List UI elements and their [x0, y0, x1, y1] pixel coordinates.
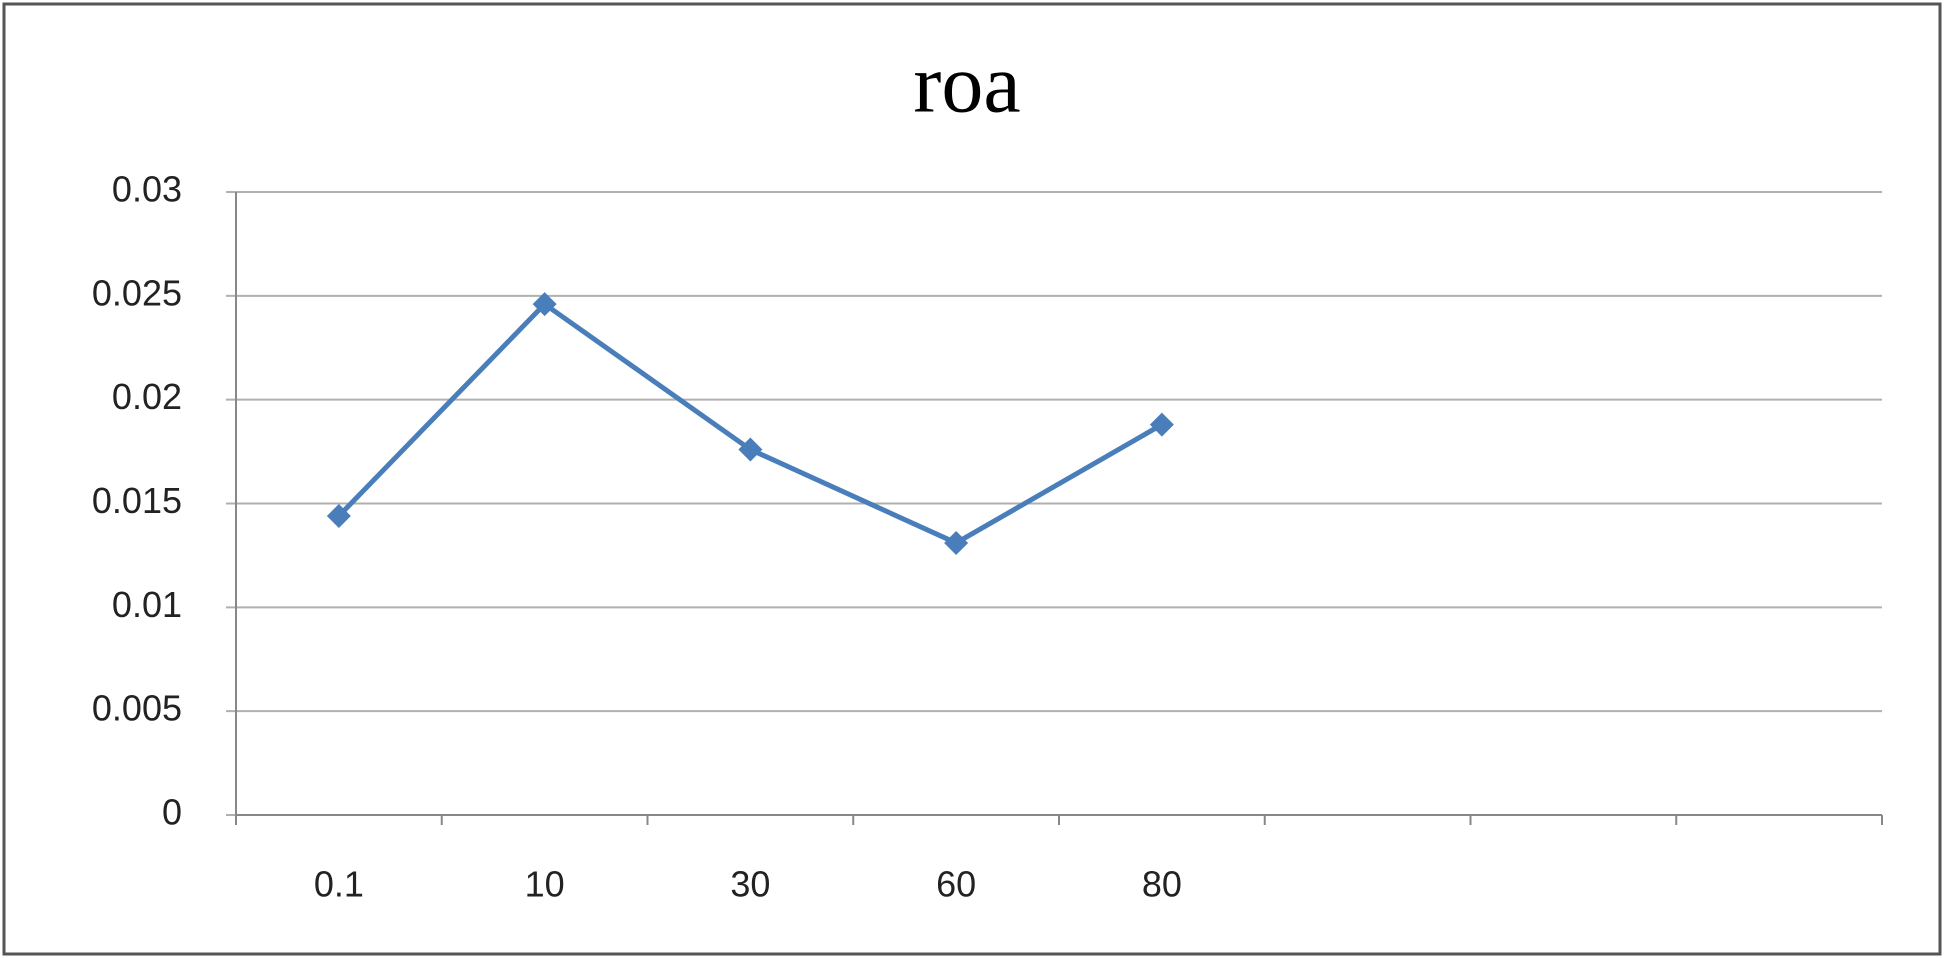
x-tick-label: 10 — [525, 864, 565, 905]
y-tick-label: 0.03 — [112, 169, 182, 210]
data-point — [532, 292, 557, 317]
x-tick-label: 0.1 — [314, 864, 364, 905]
y-tick-label: 0 — [162, 792, 182, 833]
data-point — [738, 437, 763, 462]
data-point — [1149, 412, 1174, 437]
x-tick-label: 30 — [730, 864, 770, 905]
y-tick-label: 0.01 — [112, 584, 182, 625]
y-tick-label: 0.025 — [92, 272, 182, 313]
y-tick-label: 0.02 — [112, 376, 182, 417]
chart-title: roa — [913, 37, 1020, 130]
data-point — [326, 503, 351, 528]
data-point — [944, 530, 969, 555]
y-tick-label: 0.015 — [92, 480, 182, 521]
y-tick-label: 0.005 — [92, 688, 182, 729]
x-tick-label: 60 — [936, 864, 976, 905]
x-tick-label: 80 — [1142, 864, 1182, 905]
